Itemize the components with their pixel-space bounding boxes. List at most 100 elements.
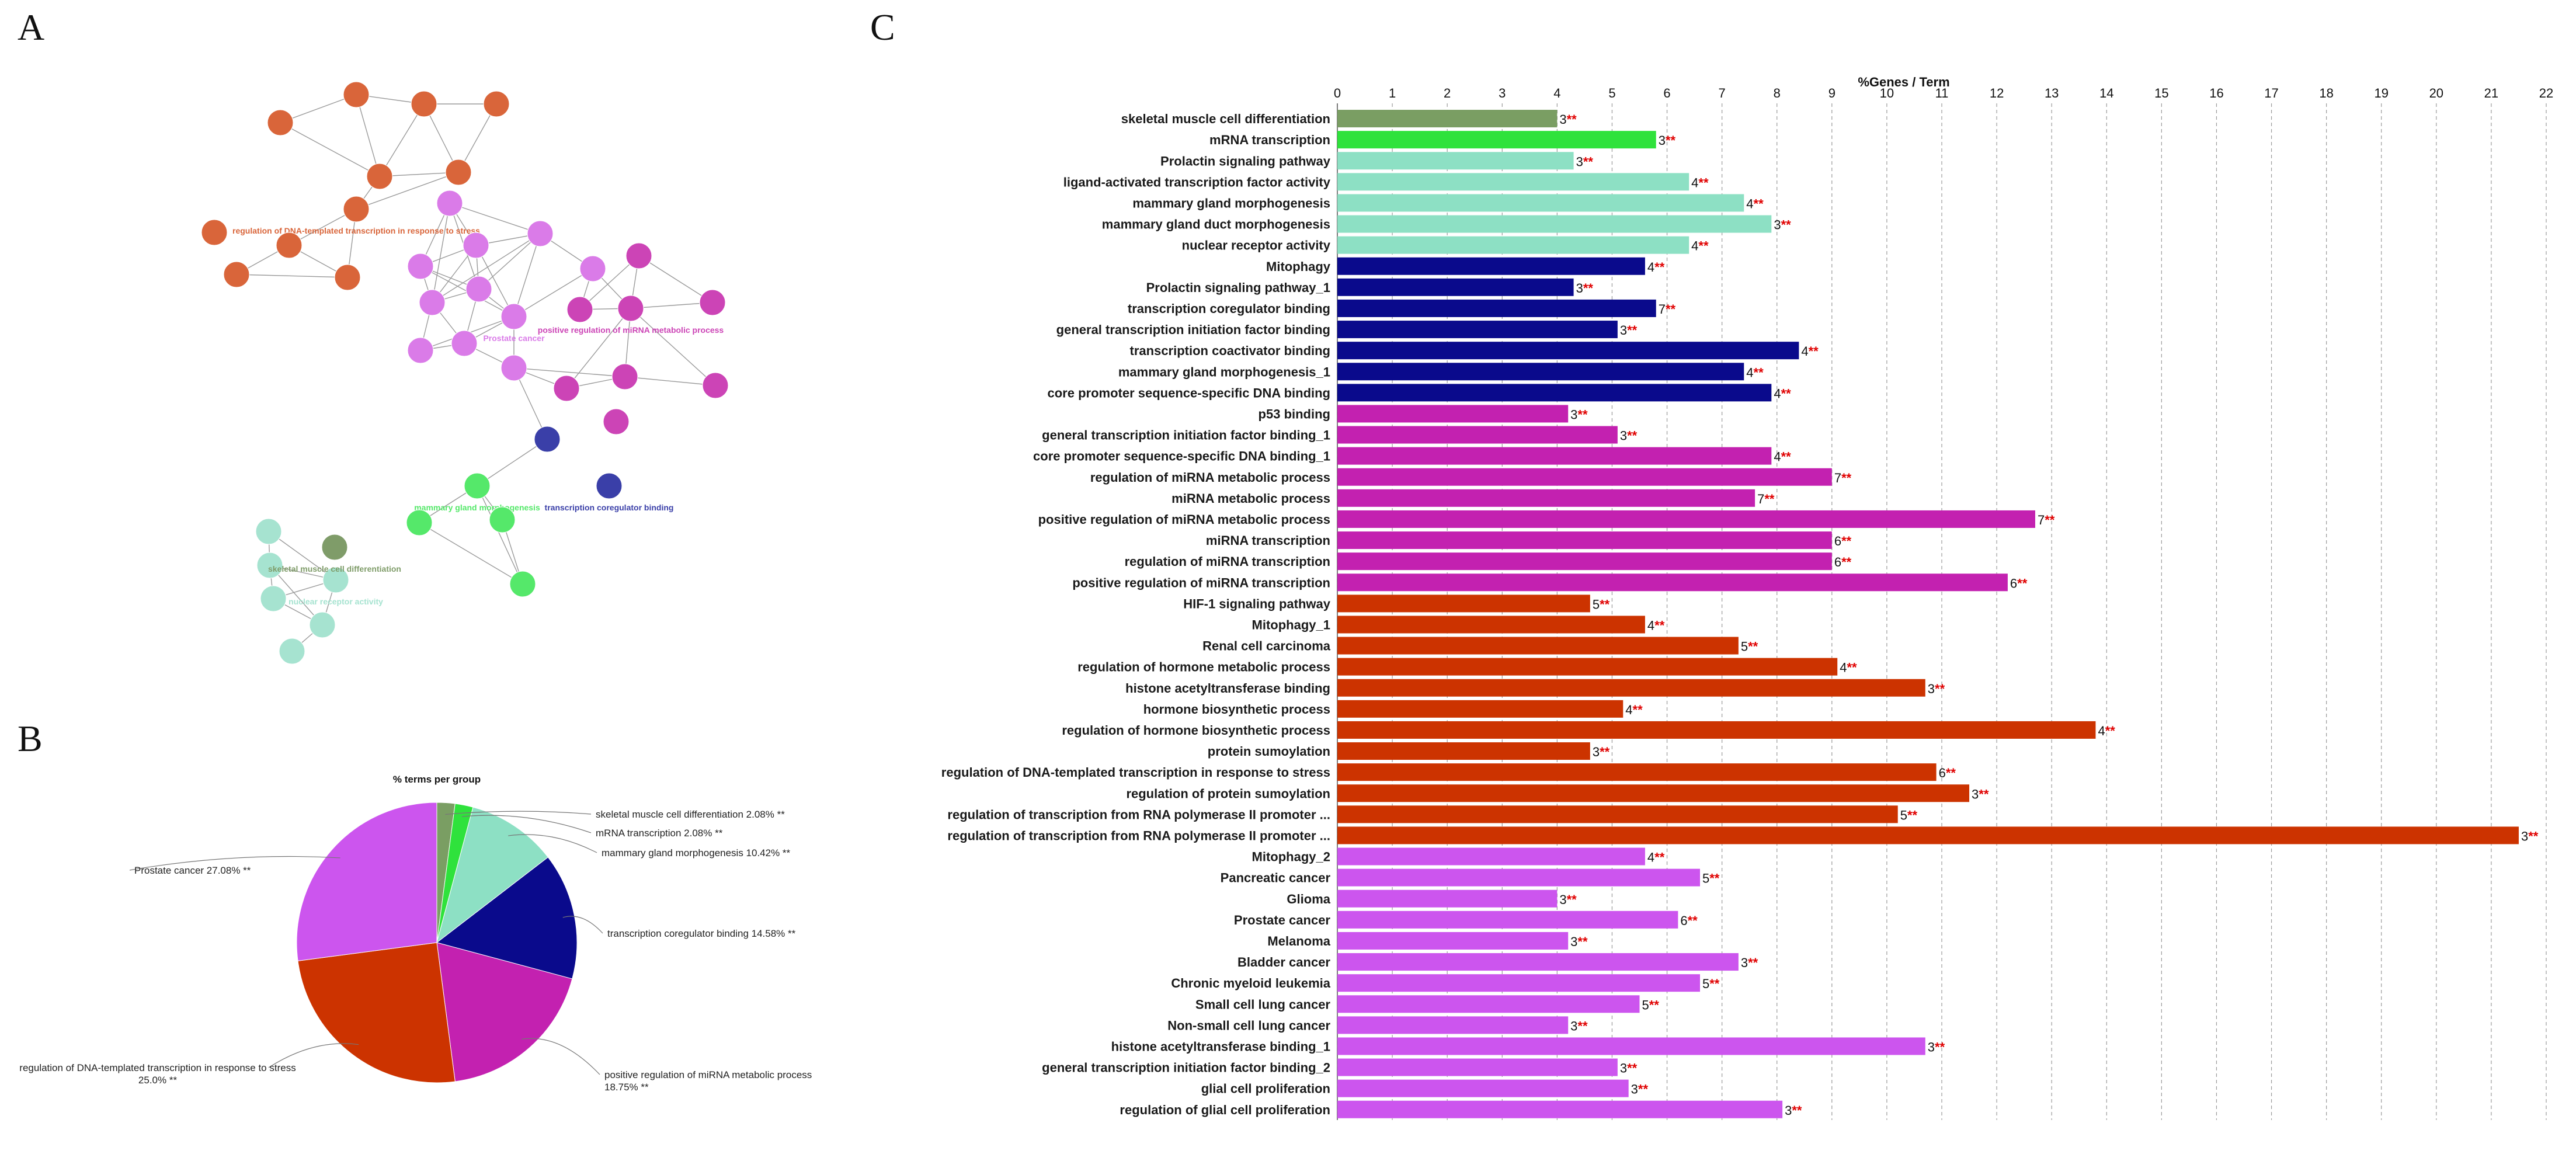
bar-value-label: 3** [1620,1061,1638,1076]
network-edge [432,233,541,303]
bar-value-label: 4** [2098,724,2115,738]
x-tick-label: 5 [1608,86,1615,100]
network-node [419,289,446,316]
bar-series [1337,110,2519,1118]
bar [1337,573,2008,592]
bar-value-label: 3** [1620,323,1638,338]
panel-label-b: B [18,718,43,759]
bar-category-label: Pancreatic cancer [1221,871,1331,885]
bar-value-label: 4** [1647,260,1665,274]
bar-value-label: 4** [1801,344,1819,359]
bar [1337,299,1656,317]
bar-value-label: 7** [1659,302,1676,317]
bar [1337,742,1590,760]
bar-value-label: 6** [1680,913,1698,928]
bar [1337,510,2035,528]
network-node-label: regulation of DNA-templated transcriptio… [232,226,480,235]
network-graph: regulation of DNA-templated transcriptio… [201,81,729,665]
bar-category-label: glial cell proliferation [1201,1082,1330,1096]
bar [1337,974,1700,992]
network-edge [513,367,625,377]
network-edge [579,255,639,310]
network-edge [356,172,459,210]
bar-value-label: 6** [1834,555,1852,569]
bar-value-label: 3** [1570,1019,1588,1033]
x-tick-label: 19 [2374,86,2388,100]
bar [1337,215,1772,233]
bar-chart: %Genes / Term 0 1 2 3 4 5 6 7 8 9 10 11 12 13 14 15 16 17… [941,75,2553,1120]
bar [1337,257,1645,275]
network-node [509,571,536,597]
bar [1337,384,1772,402]
bar-category-label: mRNA transcription [1209,133,1330,147]
bar-category-label: regulation of DNA-templated transcriptio… [941,765,1330,780]
pie-slice [297,942,456,1083]
bar [1337,363,1744,381]
bar-category-label: Small cell lung cancer [1195,997,1331,1012]
bar-category-label: HIF-1 signaling pathway [1183,596,1331,611]
bar-category-label: regulation of protein sumoylation [1126,786,1330,801]
bar-value-label: 3** [1659,133,1676,148]
bar-category-label: Prolactin signaling pathway_1 [1146,280,1330,295]
pie-leader-line [562,916,603,934]
x-tick-label: 12 [1990,86,2004,100]
network-node [411,91,437,117]
bar-category-label: Mitophagy [1266,259,1331,274]
network-node [343,196,370,223]
bar-category-label: Prolactin signaling pathway [1160,154,1331,168]
x-tick-label: 18 [2319,86,2333,100]
bar-value-label: 3** [1620,429,1638,443]
network-node-label: positive regulation of miRNA metabolic p… [538,325,724,335]
x-tick-label: 15 [2154,86,2168,100]
pie-slices [296,802,578,1083]
bar [1337,1058,1618,1076]
bar-category-label: transcription coactivator binding [1130,343,1330,358]
bar [1337,342,1799,360]
bar-value-label: 3** [1774,218,1791,232]
bar [1337,763,1937,781]
network-edge [432,203,450,303]
network-node [407,253,434,280]
pie-slice [436,942,573,1082]
network-node [527,220,554,247]
bar-category-label: hormone biosynthetic process [1143,702,1330,717]
bar-category-label: Bladder cancer [1237,955,1330,969]
network-node [699,289,726,316]
panel-label-c: C [870,6,895,48]
network-node [500,303,527,330]
bar-value-label: 3** [1785,1103,1802,1118]
bar [1337,953,1739,971]
x-tick-label: 14 [2099,86,2113,100]
network-node [603,408,630,435]
x-tick-label: 1 [1389,86,1396,100]
bar-value-label: 5** [1642,997,1660,1012]
x-tick-label: 22 [2539,86,2553,100]
pie-slice-label: mRNA transcription 2.08% ** [596,828,723,839]
bar [1337,995,1640,1013]
bar-category-label: p53 binding [1259,406,1330,421]
network-node [321,534,348,561]
network-edge [624,376,716,386]
x-tick-label: 2 [1444,86,1451,100]
bar-category-label: Mitophagy_1 [1252,617,1330,632]
bar-category-label: miRNA transcription [1206,533,1330,548]
bar-category-label: core promoter sequence-specific DNA bind… [1048,385,1331,400]
bar-category-label: Chronic myeloid leukemia [1171,976,1330,990]
bar-category-label: core promoter sequence-specific DNA bind… [1033,449,1330,464]
bar-value-label: 3** [1576,281,1594,296]
bar-category-label: general transcription initiation factor … [1056,322,1330,337]
bar-value-label: 3** [1570,407,1588,422]
network-edge [280,94,357,123]
x-tick-label: 20 [2429,86,2443,100]
network-node [267,109,294,136]
bar-category-label: mammary gland morphogenesis [1132,196,1330,210]
network-node [436,190,463,217]
bar-value-label: 3** [1972,787,1989,801]
bar-value-label: 4** [1691,175,1709,190]
bar-value-label: 3** [1928,682,1945,696]
bar-category-label: Non-small cell lung cancer [1167,1018,1330,1033]
network-node [553,375,580,402]
bar [1337,868,1700,887]
bar-category-label: transcription coregulator binding [1128,301,1330,316]
network-node [617,295,644,322]
